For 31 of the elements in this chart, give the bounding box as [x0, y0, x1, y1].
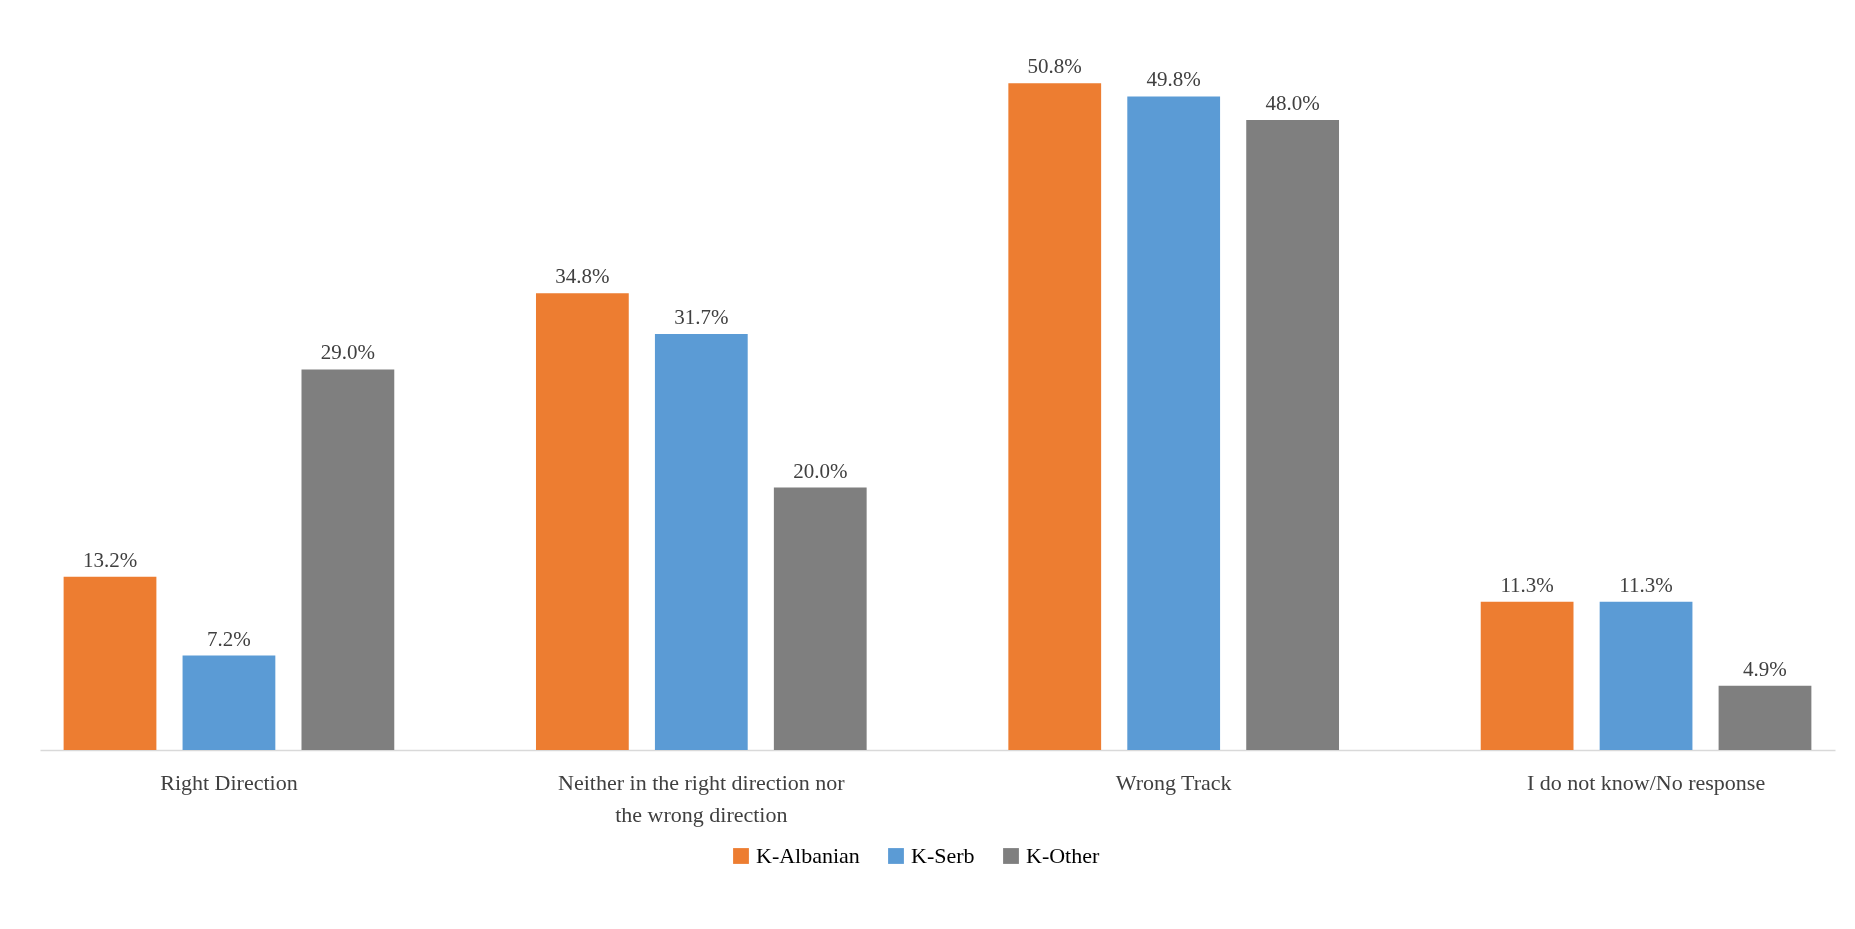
bar — [654, 333, 748, 750]
legend-label: K-Serb — [911, 843, 975, 868]
bar — [182, 655, 276, 750]
legend-label: K-Albanian — [756, 843, 860, 868]
bar — [1008, 83, 1102, 750]
bar — [1127, 96, 1221, 750]
data-label: 11.3% — [1500, 572, 1554, 597]
data-label: 29.0% — [320, 340, 376, 365]
data-label: 50.8% — [1027, 54, 1082, 79]
bar — [1718, 685, 1812, 750]
data-label: 20.0% — [793, 458, 848, 483]
legend-label: K-Other — [1026, 843, 1100, 868]
bar — [1246, 120, 1340, 750]
data-label: 48.0% — [1265, 91, 1320, 116]
data-label: 31.7% — [674, 304, 729, 329]
bar — [773, 487, 867, 750]
data-label: 4.9% — [1743, 656, 1787, 681]
bar — [535, 293, 629, 750]
x-tick-label: I do not know/No response — [1526, 769, 1766, 795]
x-tick-label: Right Direction — [160, 769, 298, 795]
data-label: 13.2% — [82, 547, 138, 572]
bar — [301, 369, 395, 750]
bar — [1480, 601, 1574, 750]
data-label: 11.3% — [1619, 572, 1673, 597]
data-label: 49.8% — [1146, 67, 1201, 92]
x-tick-label: Wrong Track — [1115, 769, 1232, 795]
bar — [63, 576, 157, 750]
data-label: 7.2% — [207, 626, 251, 651]
bar — [1599, 601, 1693, 750]
x-tick-label: Neither in the right direction nor the wrong direction — [558, 769, 846, 827]
data-label: 34.8% — [555, 264, 610, 289]
